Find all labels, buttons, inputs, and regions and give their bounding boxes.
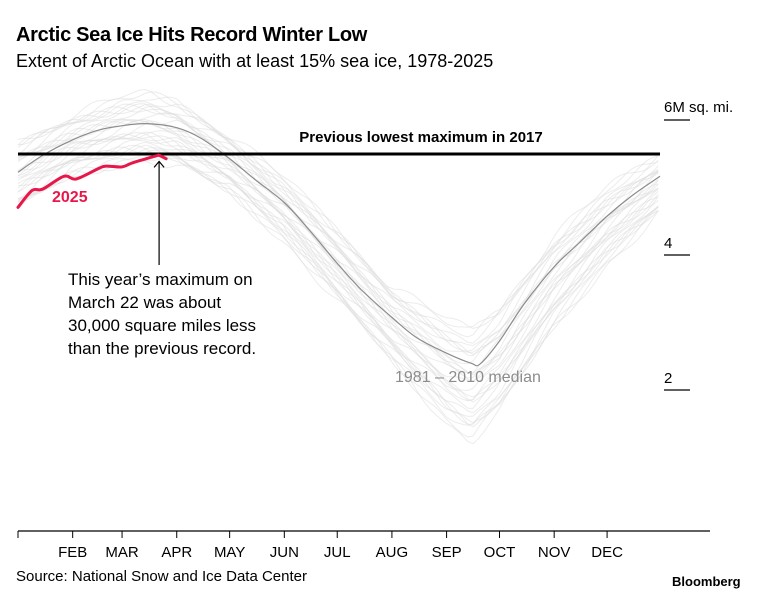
- historical-year-line: [17, 106, 659, 352]
- x-tick-label: FEB: [58, 544, 87, 561]
- y-axis: 6M sq. mi. 4 2: [664, 99, 733, 391]
- y-tick-label-2: 2: [664, 370, 672, 387]
- median-line: [17, 122, 661, 367]
- y-tick-label-4: 4: [664, 235, 672, 252]
- chart-title: Arctic Sea Ice Hits Record Winter Low: [16, 24, 368, 46]
- x-tick-label: MAR: [105, 544, 139, 561]
- historical-year-line: [17, 105, 659, 353]
- series-2025-line: [16, 153, 168, 209]
- historical-year-line: [17, 133, 659, 401]
- annotation-arrow-head: [153, 160, 165, 168]
- chart-subtitle: Extent of Arctic Ocean with at least 15%…: [16, 51, 494, 71]
- source-note: Source: National Snow and Ice Data Cente…: [16, 568, 307, 585]
- historical-year-line: [17, 123, 659, 383]
- historical-year-line: [17, 131, 659, 398]
- annotation-line-1: This year’s maximum on: [68, 270, 253, 289]
- historical-year-line: [17, 139, 659, 409]
- annotation-line-3: 30,000 square miles less: [68, 316, 256, 335]
- historical-year-line: [17, 149, 659, 426]
- annotation-line-2: March 22 was about: [68, 293, 221, 312]
- x-tick-label: JUN: [270, 544, 299, 561]
- historical-year-line: [17, 101, 659, 344]
- historical-year-line: [17, 88, 659, 330]
- historical-year-line: [17, 104, 659, 347]
- x-tick-label: NOV: [538, 544, 571, 561]
- x-tick-label: JUL: [324, 544, 351, 561]
- historical-year-line: [17, 120, 659, 374]
- median-label: 1981 – 2010 median: [395, 369, 541, 386]
- series-2025-label: 2025: [52, 189, 88, 206]
- y-tick-label-6: 6M sq. mi.: [664, 99, 733, 116]
- x-tick-label: MAY: [214, 544, 245, 561]
- historical-year-line: [17, 96, 659, 338]
- x-tick-label: AUG: [376, 544, 409, 561]
- reference-line-label: Previous lowest maximum in 2017: [299, 129, 542, 146]
- historical-year-lines: [17, 88, 659, 445]
- annotation-text: This year’s maximum on March 22 was abou…: [68, 270, 261, 358]
- x-tick-label: OCT: [484, 544, 516, 561]
- historical-year-line: [17, 103, 659, 357]
- annotation-line-4: than the previous record.: [68, 339, 256, 358]
- x-tick-label: DEC: [591, 544, 623, 561]
- x-axis: FEB MAR APR MAY JUN JUL AUG SEP OCT NOV DEC: [17, 530, 710, 561]
- x-tick-label: SEP: [432, 544, 462, 561]
- bloomberg-logo: Bloomberg: [672, 574, 741, 589]
- x-tick-label: APR: [161, 544, 192, 561]
